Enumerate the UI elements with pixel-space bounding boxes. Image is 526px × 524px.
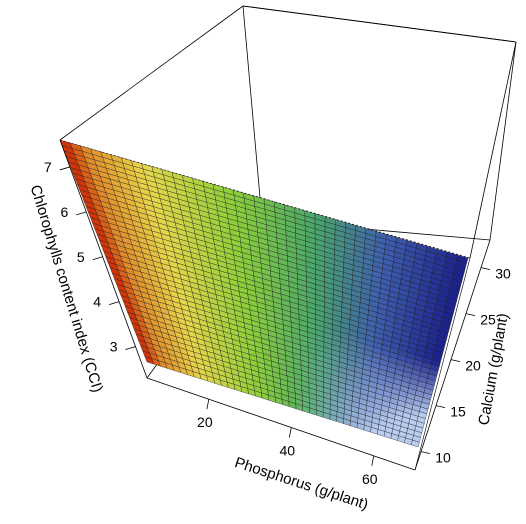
x-tick	[371, 455, 375, 466]
x-tick	[288, 427, 292, 438]
box-edge	[146, 377, 416, 471]
box-edge	[414, 257, 471, 471]
y-tick-label: 10	[435, 450, 451, 466]
z-tick	[76, 211, 87, 216]
z-tick-label: 7	[44, 159, 52, 175]
box-edge	[242, 5, 517, 43]
box-edge	[489, 41, 517, 241]
surface-mesh	[59, 139, 469, 448]
y-tick	[480, 267, 491, 270]
y-tick	[450, 359, 461, 362]
x-axis-title: Phosphorus (g/plant)	[233, 454, 371, 513]
x-tick-label: 40	[280, 443, 296, 459]
z-tick	[59, 166, 70, 171]
y-tick-label: 25	[480, 312, 496, 328]
box-edge	[414, 239, 491, 471]
plot-box-front	[59, 5, 517, 471]
z-tick-label: 4	[93, 294, 101, 310]
z-tick-label: 3	[110, 339, 118, 355]
box-edge	[469, 41, 517, 259]
axes: 20 40 60 10 15 20 25 30 3 4 5 6 7	[44, 159, 511, 487]
y-tick-label: 30	[495, 266, 511, 282]
x-tick	[206, 399, 210, 410]
surface-facet	[410, 439, 420, 448]
dotted-edge	[59, 139, 471, 259]
x-tick-label: 60	[362, 471, 378, 487]
y-tick	[435, 405, 446, 408]
y-tick-label: 20	[465, 358, 481, 374]
z-tick	[125, 346, 136, 350]
box-edge	[59, 5, 244, 141]
x-tick-label: 20	[197, 414, 213, 430]
z-tick	[108, 301, 120, 306]
z-tick	[92, 256, 103, 261]
box-edge	[242, 5, 263, 221]
z-tick-label: 6	[60, 204, 68, 220]
y-axis-title: Calcium (g/plant)	[475, 312, 511, 427]
y-tick	[420, 451, 431, 454]
y-tick	[465, 313, 476, 316]
z-tick-label: 5	[77, 249, 85, 265]
box-edge	[59, 139, 148, 379]
y-tick-label: 15	[450, 404, 466, 420]
